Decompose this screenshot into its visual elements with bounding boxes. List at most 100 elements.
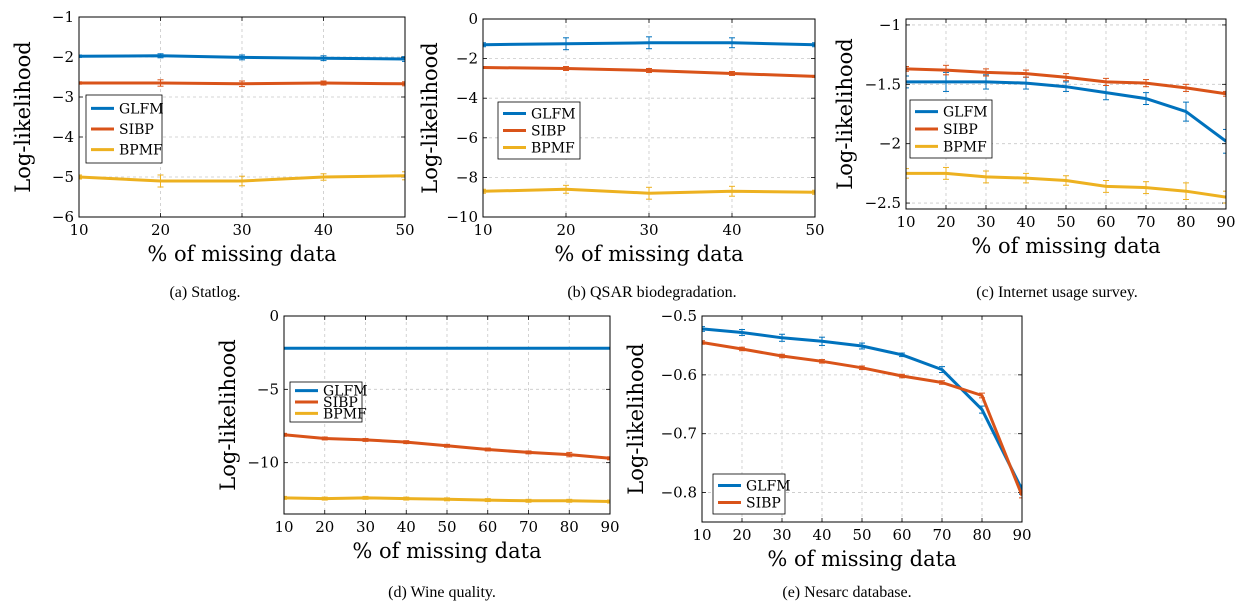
legend-label: GLFM	[746, 479, 791, 495]
x-tick-label: 50	[395, 221, 414, 239]
x-tick-label: 60	[892, 526, 911, 544]
y-tick-label: −4	[52, 128, 74, 146]
plot-frame	[78, 16, 406, 218]
y-tick-label: −0.6	[661, 366, 697, 384]
plot-frame	[283, 315, 611, 515]
panel-caption: (c) Internet usage survey.	[976, 284, 1138, 301]
legend-label: SIBP	[323, 395, 358, 411]
y-tick-label: −5	[52, 168, 74, 186]
chart-panel: 10 20 30 40 50 −6 −5 −4 −3 −2 −1 % of missing data L…	[11, 8, 415, 301]
x-tick-label: 40	[812, 526, 831, 544]
legend: GLFM SIBP BPMF	[85, 94, 164, 164]
x-tick-label: 90	[1012, 526, 1031, 544]
y-tick-label: −8	[456, 168, 478, 186]
x-axis-title: % of missing data	[971, 234, 1160, 258]
y-tick-label: 0	[468, 10, 478, 28]
x-tick-label: 80	[1176, 213, 1195, 231]
x-tick-label: 40	[722, 221, 741, 239]
x-tick-label: 80	[972, 526, 991, 544]
chart-panel: 10 20 30 40 50 60 70 80 90 −10 −5 0 % of missing dat…	[216, 307, 620, 601]
x-tick-label: 40	[1016, 213, 1035, 231]
chart-panel: 10 20 30 40 50 60 70 80 90 −2.5 −2 −1.5 −1 % of missi…	[833, 16, 1236, 301]
legend-box	[712, 473, 786, 515]
x-tick-label: 70	[932, 526, 951, 544]
y-tick-label: −1	[52, 8, 74, 26]
x-tick-label: 10	[692, 526, 711, 544]
y-tick-label: −5	[257, 380, 279, 398]
y-tick-label: −2	[879, 135, 901, 153]
y-tick-label: −6	[52, 208, 74, 226]
x-tick-label: 30	[356, 518, 375, 536]
x-tick-label: 10	[69, 221, 88, 239]
legend-label: BPMF	[323, 406, 367, 422]
legend-label: BPMF	[119, 143, 163, 159]
legend-label: GLFM	[119, 101, 164, 117]
legend-label: GLFM	[323, 384, 368, 400]
series-group	[284, 346, 610, 504]
y-tick-label: −0.5	[661, 307, 697, 325]
x-tick-label: 30	[772, 526, 791, 544]
x-axis-title: % of missing data	[352, 539, 541, 563]
y-tick-label: −10	[446, 208, 478, 226]
legend-label: SIBP	[119, 122, 154, 138]
plot-frame	[905, 18, 1227, 210]
x-tick-label: 40	[314, 221, 333, 239]
x-tick-label: 50	[805, 221, 824, 239]
x-tick-label: 10	[896, 213, 915, 231]
chart-panel: 10 20 30 40 50 60 70 80 90 −0.8 −0.7 −0.6 −0.5 % of m…	[624, 307, 1032, 601]
y-tick-label: −10	[247, 454, 279, 472]
y-tick-label: 0	[269, 307, 279, 325]
x-tick-label: 60	[1096, 213, 1115, 231]
x-tick-label: 20	[151, 221, 170, 239]
panel-caption: (a) Statlog.	[169, 284, 240, 301]
y-tick-label: −3	[52, 88, 74, 106]
y-axis-title: Log-likelihood	[216, 339, 240, 490]
x-axis-title: % of missing data	[554, 242, 743, 266]
series-group	[702, 326, 1022, 499]
x-tick-label: 20	[936, 213, 955, 231]
x-tick-label: 70	[519, 518, 538, 536]
y-tick-label: −4	[456, 89, 478, 107]
plot-frame	[701, 315, 1023, 523]
y-tick-label: −6	[456, 129, 478, 147]
y-tick-label: −1.5	[865, 75, 901, 93]
legend-label: SIBP	[746, 496, 781, 512]
panel-caption: (e) Nesarc database.	[782, 584, 911, 601]
y-axis-title: Log-likelihood	[418, 42, 442, 193]
legend-label: GLFM	[531, 107, 576, 123]
legend-label: SIBP	[943, 122, 978, 138]
legend-label: SIBP	[531, 124, 566, 140]
y-tick-label: −2	[456, 50, 478, 68]
legend-label: BPMF	[531, 141, 575, 157]
x-tick-label: 30	[976, 213, 995, 231]
y-axis-title: Log-likelihood	[11, 41, 35, 192]
x-tick-label: 50	[1056, 213, 1075, 231]
x-tick-label: 70	[1136, 213, 1155, 231]
x-tick-label: 30	[232, 221, 251, 239]
x-tick-label: 10	[274, 518, 293, 536]
panel-caption: (d) Wine quality.	[388, 584, 496, 601]
x-tick-label: 30	[639, 221, 658, 239]
x-tick-label: 60	[478, 518, 497, 536]
chart-panel: 10 20 30 40 50 −10 −8 −6 −4 −2 0 % of missing data L…	[418, 10, 825, 301]
legend-label: BPMF	[943, 139, 987, 155]
y-tick-label: −2.5	[865, 194, 901, 212]
series-group	[906, 64, 1226, 204]
x-tick-label: 50	[852, 526, 871, 544]
series-group	[483, 36, 815, 200]
y-tick-label: −1	[879, 16, 901, 34]
x-tick-label: 50	[437, 518, 456, 536]
x-tick-label: 80	[560, 518, 579, 536]
y-tick-label: −0.8	[661, 484, 697, 502]
x-axis-title: % of missing data	[147, 242, 336, 266]
series-group	[79, 53, 405, 188]
x-axis-title: % of missing data	[767, 547, 956, 571]
legend-label: GLFM	[943, 105, 988, 121]
x-tick-label: 90	[1216, 213, 1235, 231]
x-tick-label: 40	[397, 518, 416, 536]
